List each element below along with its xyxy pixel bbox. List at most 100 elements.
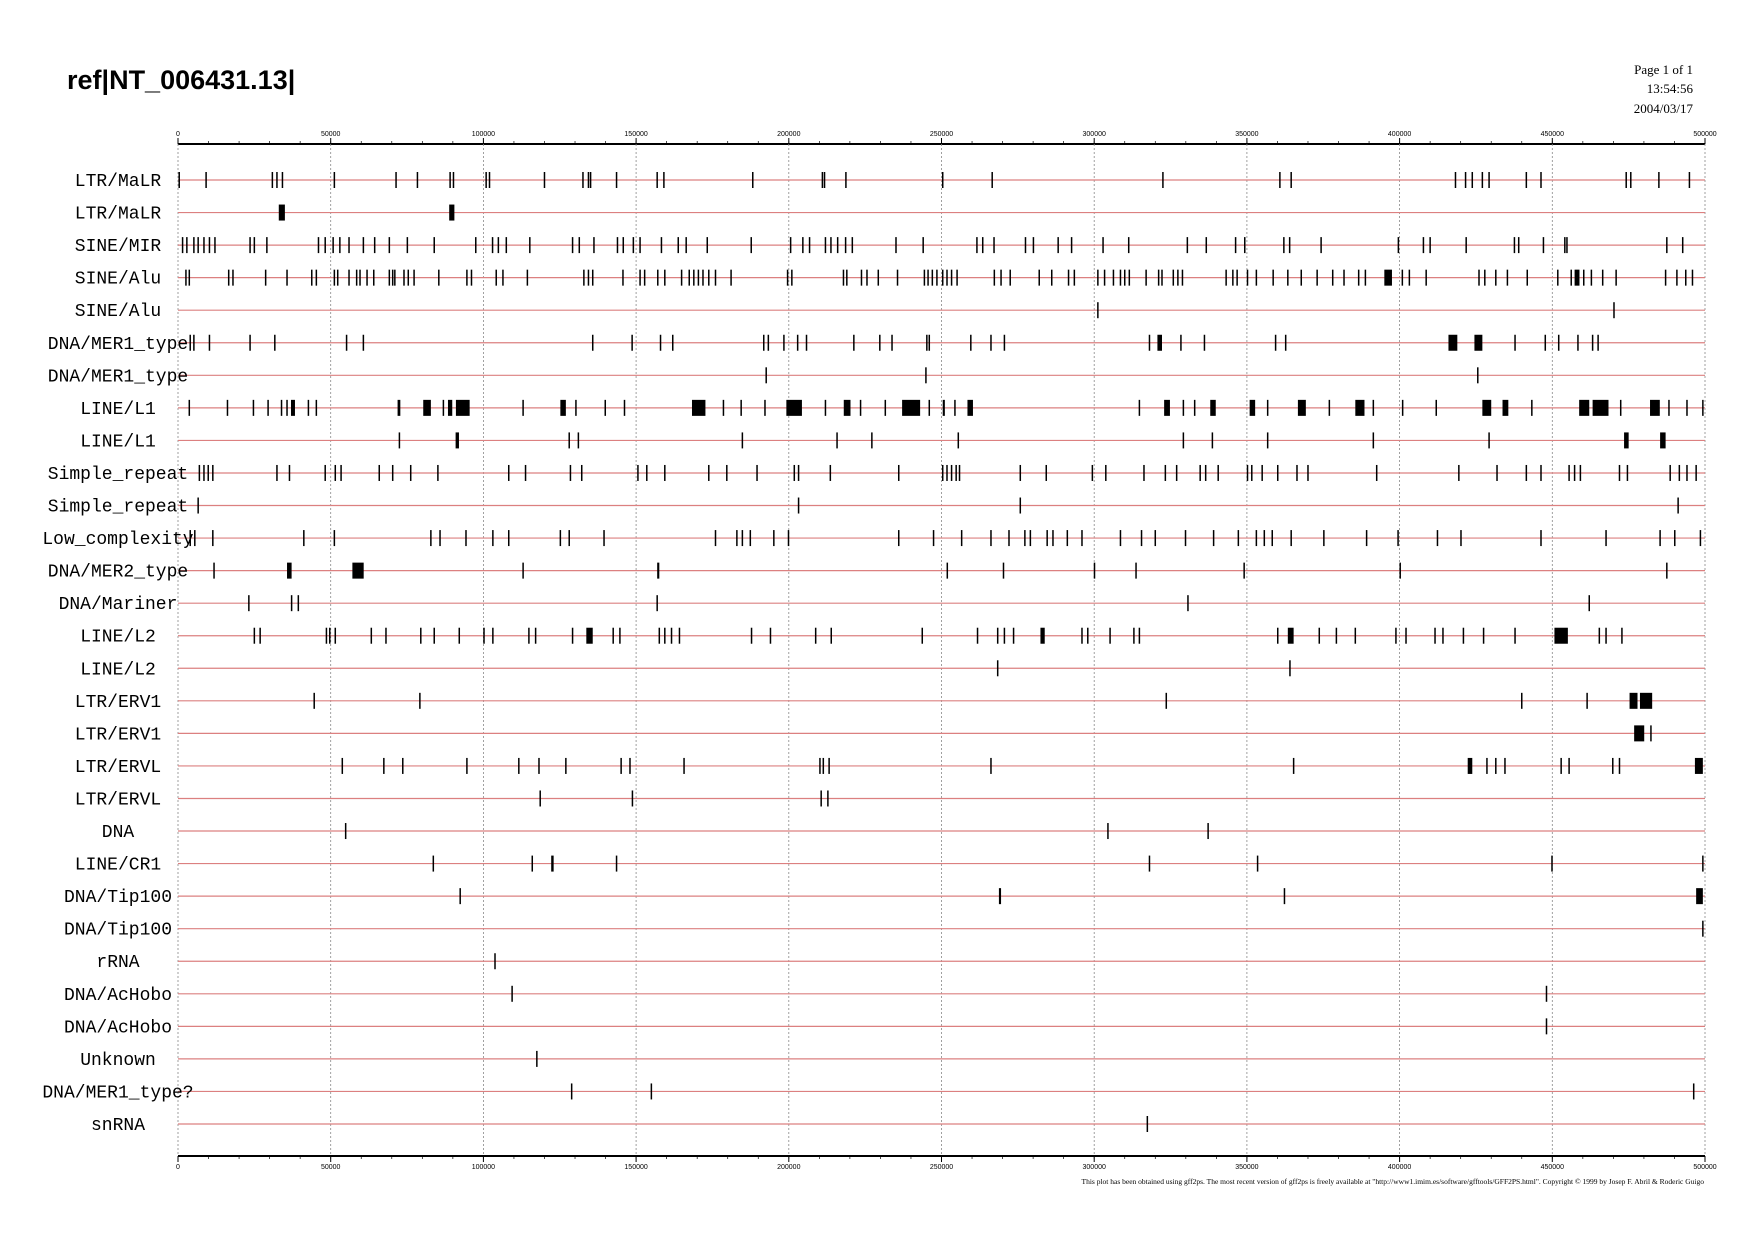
feature: [1256, 855, 1259, 872]
feature: [1193, 399, 1196, 416]
feature: [656, 595, 658, 612]
feature: [345, 334, 348, 351]
feature: [659, 334, 662, 351]
track-label: LTR/ERVL: [75, 790, 161, 810]
feature: [311, 269, 313, 286]
x-tick-label: 150000: [624, 131, 647, 138]
track-label: LINE/CR1: [75, 856, 161, 876]
feature: [1271, 530, 1273, 547]
feature: [708, 464, 710, 481]
feature: [1212, 530, 1215, 547]
feature: [1488, 432, 1490, 449]
feature: [846, 269, 848, 286]
feature: [271, 172, 274, 188]
feature: [212, 464, 214, 481]
feature: [990, 334, 992, 351]
feature: [960, 530, 963, 547]
feature: [1634, 725, 1645, 742]
feature: [859, 399, 862, 416]
feature: [1458, 464, 1460, 481]
feature: [970, 334, 972, 351]
track-label: DNA/Tip100: [64, 888, 172, 908]
feature: [1615, 269, 1617, 286]
feature: [797, 497, 800, 514]
feature: [362, 334, 365, 351]
feature: [767, 334, 770, 351]
track-label: snRNA: [91, 1116, 145, 1136]
feature: [741, 530, 744, 547]
x-tick-label: 500000: [1693, 1164, 1716, 1171]
feature: [1639, 692, 1653, 709]
feature: [819, 757, 821, 774]
feature: [936, 269, 938, 286]
feature: [373, 237, 376, 254]
feature: [1296, 464, 1298, 481]
feature: [615, 855, 618, 872]
feature: [391, 269, 394, 286]
feature: [823, 172, 826, 188]
feature: [1618, 757, 1621, 774]
feature: [1397, 530, 1399, 547]
feature: [616, 237, 619, 254]
feature: [928, 334, 931, 351]
x-tick-label: 100000: [472, 1164, 495, 1171]
feature: [1237, 530, 1240, 547]
feature: [586, 627, 593, 644]
feature: [663, 172, 665, 188]
feature: [511, 985, 513, 1002]
feature: [1408, 269, 1411, 286]
feature: [591, 269, 594, 286]
feature: [824, 237, 827, 254]
feature: [524, 464, 527, 481]
feature: [657, 562, 660, 579]
feature: [814, 627, 817, 644]
feature: [1180, 334, 1182, 351]
feature: [1357, 269, 1360, 286]
feature: [248, 595, 250, 612]
x-tick-label: 50000: [321, 1164, 341, 1171]
feature: [212, 530, 214, 547]
feature: [1354, 627, 1357, 644]
feature: [1133, 627, 1135, 644]
feature: [438, 269, 440, 286]
feature: [822, 757, 825, 774]
feature: [385, 627, 387, 644]
feature: [631, 334, 633, 351]
feature: [1182, 432, 1185, 449]
feature: [1669, 464, 1671, 481]
feature: [946, 464, 948, 481]
feature: [1283, 237, 1285, 254]
feature: [1040, 627, 1045, 644]
feature: [458, 627, 461, 644]
feature: [845, 172, 847, 188]
feature: [976, 237, 978, 254]
feature: [1081, 627, 1083, 644]
feature: [1660, 432, 1666, 449]
feature: [571, 237, 574, 254]
feature: [955, 464, 957, 481]
feature: [582, 172, 584, 188]
feature: [259, 627, 261, 644]
feature: [1564, 237, 1566, 254]
feature: [185, 269, 187, 286]
feature: [589, 172, 592, 188]
feature: [1181, 269, 1184, 286]
x-tick-label: 0: [176, 131, 180, 138]
feature: [1629, 692, 1638, 709]
feature: [439, 530, 441, 547]
feature: [714, 530, 717, 547]
feature: [1032, 237, 1035, 254]
feature: [688, 269, 690, 286]
feature: [1401, 269, 1404, 286]
feature: [828, 757, 830, 774]
feature: [1128, 269, 1131, 286]
feature: [1630, 172, 1632, 188]
feature: [459, 888, 461, 905]
feature: [188, 269, 191, 286]
feature: [470, 269, 473, 286]
feature: [507, 530, 510, 547]
feature: [764, 399, 766, 416]
feature: [853, 334, 855, 351]
feature: [1211, 432, 1214, 449]
